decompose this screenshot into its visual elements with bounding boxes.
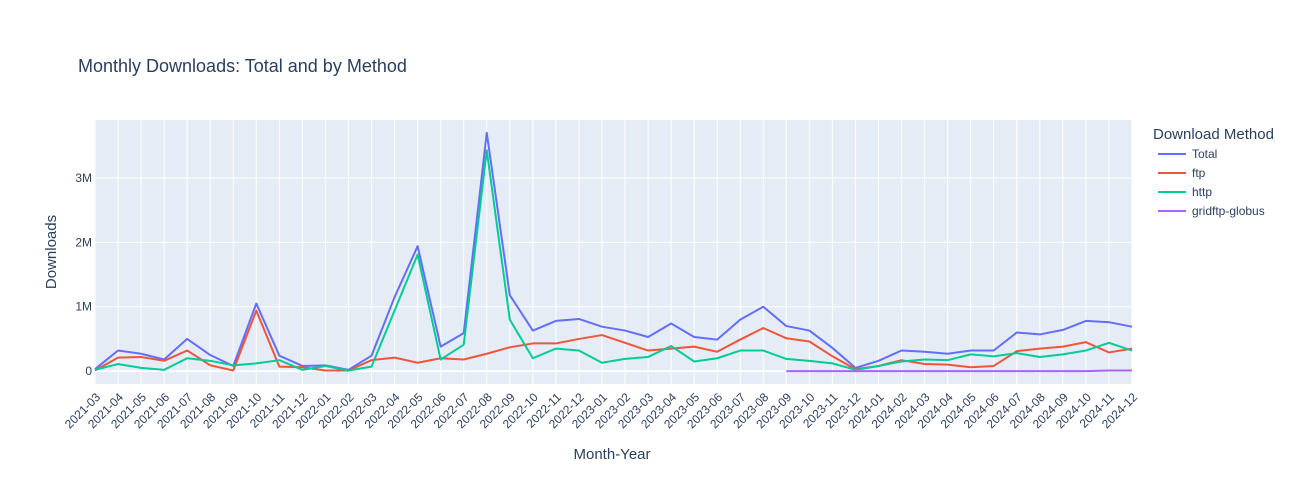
plot-area: [95, 120, 1132, 384]
legend-item[interactable]: Total: [1158, 147, 1217, 161]
legend-item[interactable]: ftp: [1158, 166, 1206, 180]
series-line-gridftp-globus[interactable]: [786, 369, 1132, 373]
series-line-total[interactable]: [94, 131, 1133, 371]
y-tick-label: 1M: [75, 300, 92, 314]
y-axis-title: Downloads: [43, 215, 60, 289]
legend-label: ftp: [1192, 166, 1206, 180]
legend-item[interactable]: http: [1158, 185, 1212, 199]
legend-title: Download Method: [1153, 126, 1274, 143]
legend-item[interactable]: gridftp-globus: [1158, 204, 1265, 218]
series-layer: [94, 131, 1133, 373]
chart-title: Monthly Downloads: Total and by Method: [78, 56, 407, 76]
y-axis: 0 1M 2M 3M: [75, 171, 92, 378]
y-tick-label: 0: [85, 364, 92, 378]
legend-items[interactable]: Total ftp http gridftp-globus: [1158, 147, 1265, 218]
legend[interactable]: Download Method Total ftp http gridftp-glob…: [1153, 126, 1274, 218]
x-axis: 2021-032021-042021-052021-062021-072021-…: [62, 390, 1140, 431]
y-tick-label: 2M: [75, 235, 92, 249]
legend-label: gridftp-globus: [1192, 204, 1265, 218]
grid-lines: [94, 120, 1133, 384]
series-line-http[interactable]: [94, 149, 1133, 372]
legend-label: Total: [1192, 147, 1217, 161]
x-axis-title: Month-Year: [574, 446, 651, 463]
y-tick-label: 3M: [75, 171, 92, 185]
legend-label: http: [1192, 185, 1212, 199]
series-line-ftp[interactable]: [94, 309, 1133, 372]
